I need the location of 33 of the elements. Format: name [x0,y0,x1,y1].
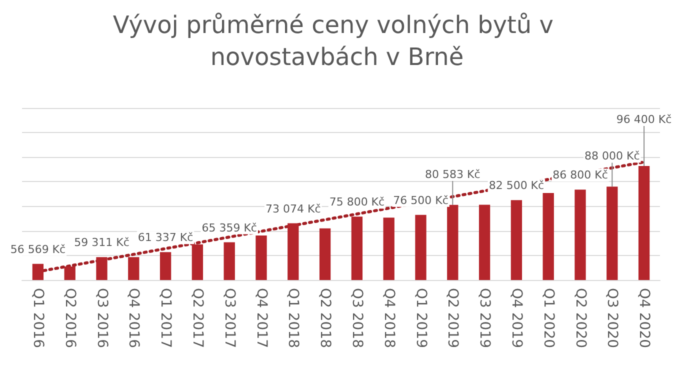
data-label: 82 500 Kč [488,179,544,192]
x-tick-label: Q2 2020 [572,288,588,348]
x-tick-label: Q3 2018 [348,288,365,348]
x-tick-label: Q2 2018 [317,288,334,348]
data-label: 88 000 Kč [584,150,640,163]
x-tick-label: Q1 2016 [30,288,46,348]
data-label: 86 800 Kč [552,168,608,182]
data-label: 61 337 Kč [138,231,194,244]
data-label: 73 074 Kč [266,202,321,216]
data-label: 80 583 Kč [425,168,480,181]
x-tick-label: Q1 2020 [540,288,556,348]
data-label: 65 359 Kč [202,221,257,234]
x-tick-label: Q2 2017 [189,288,206,348]
chart-title: Vývoj průměrné ceny volných bytů v novostavbách v Brně [112,11,562,71]
x-tick-label: Q4 2017 [253,288,270,348]
x-tick-label: Q1 2019 [412,288,429,348]
x-tick-label: Q3 2017 [221,288,238,348]
data-label: 56 569 Kč [10,242,66,256]
x-tick-label: Q4 2018 [380,288,397,348]
x-tick-label: Q3 2016 [94,288,110,348]
data-label: 76 500 Kč [393,194,448,207]
x-tick-label: Q3 2019 [476,288,493,348]
data-label: 59 311 Kč [74,236,130,250]
x-tick-label: Q2 2016 [62,288,78,348]
x-tick-label: Q3 2020 [604,288,620,348]
x-tick-label: Q4 2020 [636,288,652,348]
data-label: 75 800 Kč [329,196,385,209]
x-tick-label: Q1 2017 [158,288,174,348]
x-tick-label: Q4 2019 [508,288,524,348]
x-tick-label: Q1 2018 [285,288,302,348]
x-tick-label: Q4 2016 [126,288,142,348]
x-tick-label: Q2 2019 [444,288,461,348]
data-label: 96 400 Kč [616,112,672,126]
